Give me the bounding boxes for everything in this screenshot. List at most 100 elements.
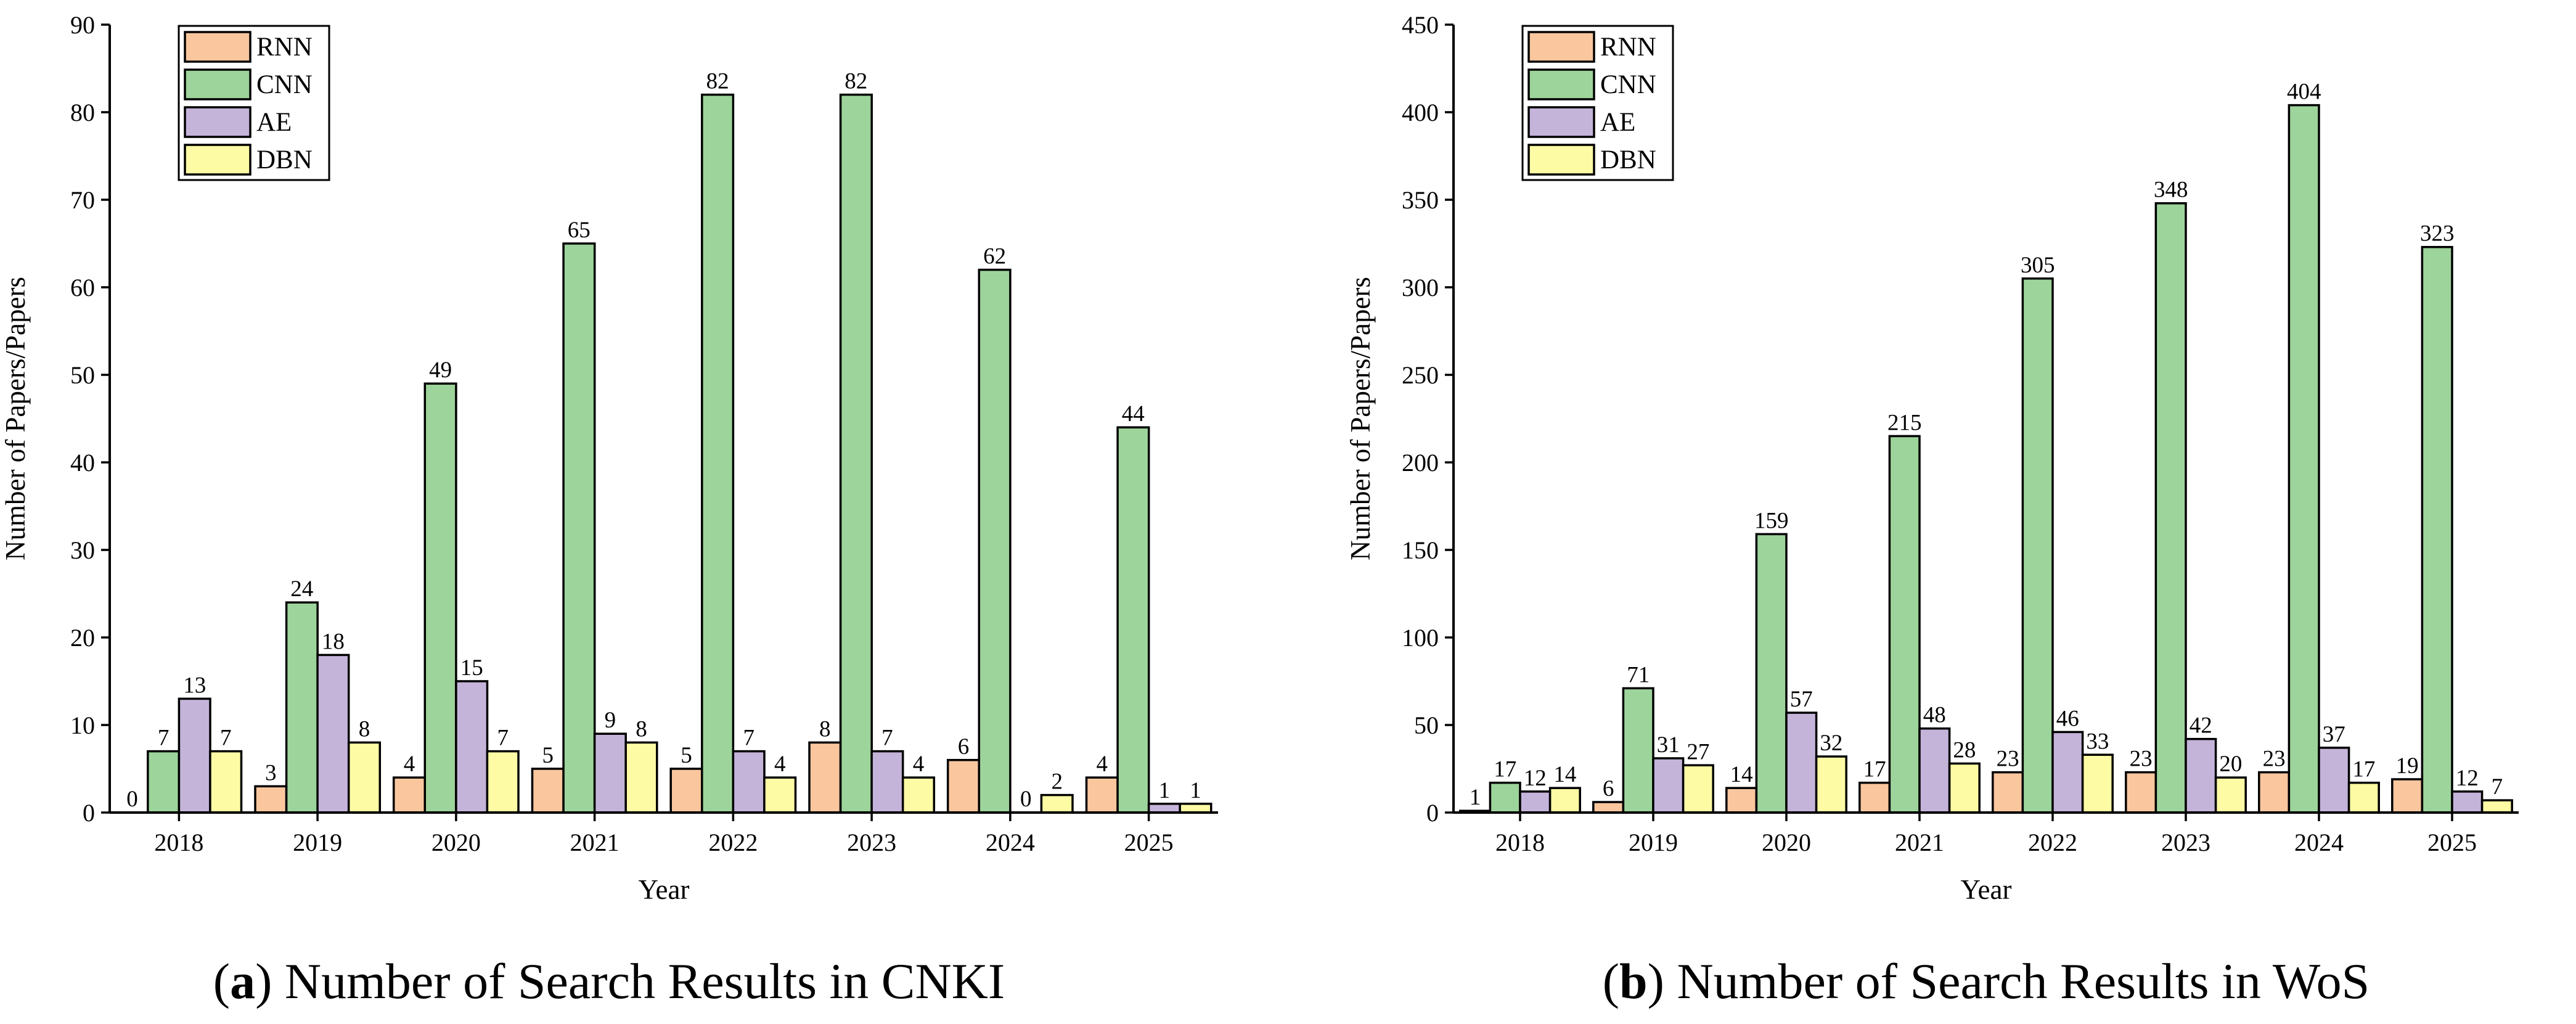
caption-text: Number of Search Results in CNKI (272, 953, 1005, 1009)
bar-dbn-2024 (2347, 781, 2380, 814)
data-label-cnn-2020: 159 (1754, 508, 1789, 533)
bar-ae-2023 (870, 750, 904, 814)
y-tick-label: 300 (1402, 274, 1439, 301)
bar-cnn-2022 (701, 93, 735, 814)
legend-label-rnn: RNN (1600, 33, 1656, 62)
x-tick-label: 2022 (708, 829, 758, 856)
bar-ae-2022 (2051, 731, 2084, 814)
bar-ae-2021 (593, 732, 627, 814)
bar-rnn-2021 (1858, 781, 1891, 814)
x-tick-label: 2025 (1124, 829, 1174, 856)
bar-dbn-2022 (2081, 753, 2114, 814)
data-label-ae-2020: 15 (460, 655, 483, 681)
legend: RNN CNN AE DBN (178, 25, 330, 181)
x-tick-label: 2021 (1895, 829, 1944, 856)
bar-cnn-2024 (978, 268, 1012, 814)
data-label-cnn-2025: 323 (2420, 221, 2455, 247)
x-axis-title: Year (1961, 874, 2012, 905)
bar-dbn-2025 (2480, 799, 2513, 814)
data-label-ae-2024: 0 (1020, 787, 1032, 812)
x-tick-label: 2025 (2427, 829, 2477, 856)
bar-cnn-2023 (2154, 202, 2187, 814)
data-label-ae-2022: 7 (743, 726, 754, 751)
data-label-cnn-2022: 82 (706, 69, 729, 94)
legend-swatch-dbn (184, 144, 251, 176)
bar-ae-2020 (455, 680, 489, 814)
y-axis-title: Number of Papers/Papers (0, 277, 31, 560)
legend-swatch-ae (1527, 106, 1595, 138)
data-label-dbn-2021: 8 (636, 716, 647, 742)
bar-rnn-2022 (1992, 771, 2024, 814)
bar-cnn-2020 (1755, 533, 1788, 814)
bar-ae-2018 (1519, 790, 1552, 814)
data-label-rnn-2023: 8 (819, 716, 831, 742)
data-label-ae-2022: 46 (2056, 706, 2079, 731)
bar-cnn-2023 (839, 93, 873, 814)
data-label-dbn-2024: 17 (2352, 757, 2375, 782)
bar-dbn-2019 (1682, 764, 1714, 814)
bar-ae-2025 (2451, 790, 2484, 814)
data-label-ae-2018: 12 (1524, 766, 1547, 791)
y-tick-label: 150 (1402, 536, 1439, 564)
bar-rnn-2019 (1592, 801, 1625, 814)
data-label-ae-2023: 42 (2190, 713, 2212, 739)
bar-rnn-2023 (2125, 771, 2157, 814)
data-label-dbn-2020: 7 (497, 726, 509, 751)
x-tick-label: 2022 (2028, 829, 2077, 856)
legend: RNN CNN AE DBN (1521, 25, 1674, 181)
data-label-ae-2021: 48 (1923, 703, 1946, 728)
caption-close-paren: ) (1648, 953, 1664, 1009)
bar-ae-2018 (178, 697, 211, 814)
bar-cnn-2024 (2288, 104, 2320, 814)
legend-label-dbn: DBN (1600, 145, 1656, 174)
y-tick-label: 250 (1402, 361, 1439, 389)
bar-cnn-2018 (1489, 781, 1521, 814)
data-label-rnn-2023: 23 (2130, 747, 2153, 772)
bar-dbn-2020 (1815, 755, 1847, 814)
bar-dbn-2024 (1040, 793, 1074, 814)
data-label-ae-2023: 7 (881, 726, 893, 751)
data-label-ae-2020: 57 (1790, 687, 1813, 712)
data-label-cnn-2019: 71 (1627, 662, 1650, 687)
y-tick-label: 40 (70, 449, 95, 477)
data-label-ae-2019: 18 (322, 629, 345, 654)
bar-dbn-2018 (209, 750, 243, 814)
bar-rnn-2019 (254, 785, 288, 814)
bar-ae-2023 (2185, 737, 2217, 814)
bar-rnn-2021 (531, 768, 565, 814)
y-tick-label: 90 (70, 11, 95, 39)
data-label-cnn-2021: 215 (1887, 410, 1922, 435)
bar-dbn-2021 (1948, 762, 1981, 814)
legend-label-ae: AE (1600, 108, 1635, 137)
bar-dbn-2018 (1548, 787, 1581, 814)
data-label-cnn-2018: 17 (1494, 757, 1516, 782)
x-tick-label: 2021 (570, 829, 619, 856)
data-label-ae-2025: 12 (2456, 766, 2479, 791)
bar-cnn-2022 (2021, 277, 2054, 814)
y-tick-label: 50 (70, 361, 95, 389)
legend-label-cnn: CNN (1600, 70, 1656, 99)
data-label-rnn-2018: 0 (126, 787, 138, 812)
bar-rnn-2020 (392, 776, 427, 814)
y-tick-label: 0 (1426, 799, 1439, 827)
panel-caption: (a) Number of Search Results in CNKI (213, 953, 1005, 1009)
caption-letter: b (1619, 953, 1648, 1009)
data-label-dbn-2025: 7 (2492, 774, 2503, 800)
data-label-dbn-2022: 33 (2086, 729, 2109, 754)
data-label-dbn-2019: 8 (359, 716, 370, 742)
x-tick-label: 2023 (2161, 829, 2210, 856)
y-tick-label: 350 (1402, 186, 1439, 214)
x-tick-label: 2020 (1762, 829, 1811, 856)
data-label-rnn-2018: 1 (1470, 785, 1481, 810)
data-label-cnn-2024: 62 (983, 244, 1006, 269)
data-label-ae-2025: 1 (1159, 778, 1171, 803)
bar-rnn-2020 (1725, 787, 1758, 814)
data-label-cnn-2023: 82 (844, 69, 867, 94)
data-label-rnn-2025: 19 (2396, 753, 2419, 779)
y-tick-label: 80 (70, 99, 95, 126)
y-tick-label: 30 (70, 536, 95, 564)
bar-dbn-2023 (2214, 776, 2247, 814)
data-label-cnn-2018: 7 (158, 726, 170, 751)
legend-label-ae: AE (256, 108, 292, 137)
data-label-dbn-2025: 1 (1190, 778, 1201, 803)
